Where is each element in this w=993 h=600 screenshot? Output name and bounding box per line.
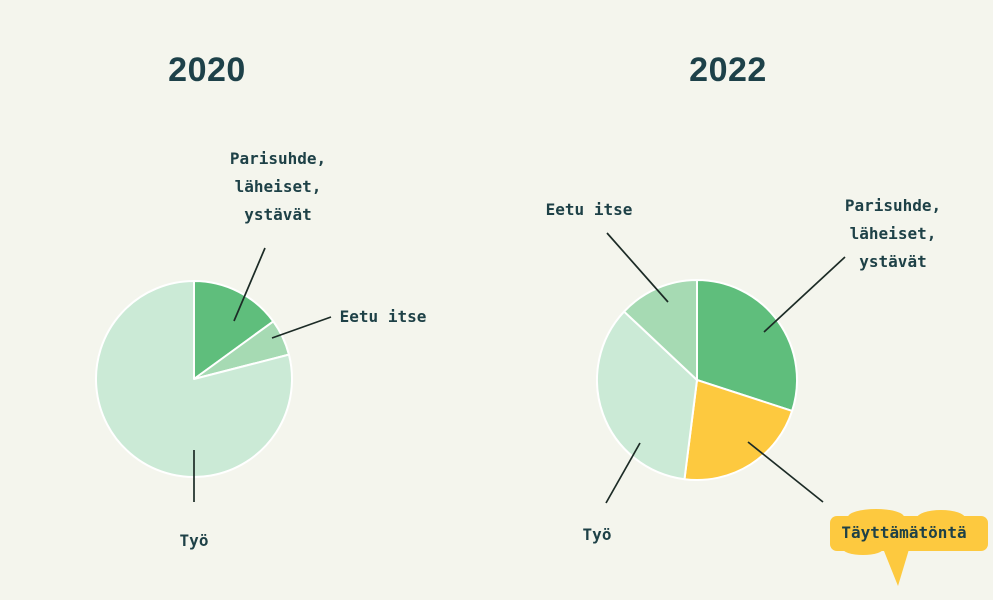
bubble-bump xyxy=(917,510,965,526)
pie-chart-2022 xyxy=(596,279,798,481)
bubble-tail xyxy=(882,546,910,586)
label-eetu-2022: Eetu itse xyxy=(545,200,633,219)
bubble-bump xyxy=(848,509,904,525)
label-parisuhde-2020: Parisuhde, läheiset, ystävät xyxy=(230,145,326,229)
label-line: ystävät xyxy=(244,205,312,224)
label-line: ystävät xyxy=(859,252,927,271)
chart-title-2020: 2020 xyxy=(168,51,246,89)
label-tyo-2022: Työ xyxy=(582,525,612,544)
label-eetu-2020: Eetu itse xyxy=(339,307,427,326)
bubble-bump xyxy=(842,541,884,555)
pie-slice-tyo xyxy=(95,280,293,478)
label-tayttamatonta-2022: Täyttämätöntä xyxy=(841,523,967,542)
label-parisuhde-2022: Parisuhde, läheiset, ystävät xyxy=(845,192,941,276)
label-line: läheiset, xyxy=(849,224,937,243)
label-line: Parisuhde, xyxy=(229,149,327,168)
pie-chart-2020 xyxy=(95,280,293,478)
label-line: Parisuhde, xyxy=(844,196,942,215)
tayttamatonta-bubble xyxy=(830,509,988,586)
pie-slice-tyo xyxy=(596,310,698,481)
label-tyo-2020: Työ xyxy=(179,531,209,550)
chart-title-2022: 2022 xyxy=(689,51,767,89)
label-line: läheiset, xyxy=(234,177,322,196)
